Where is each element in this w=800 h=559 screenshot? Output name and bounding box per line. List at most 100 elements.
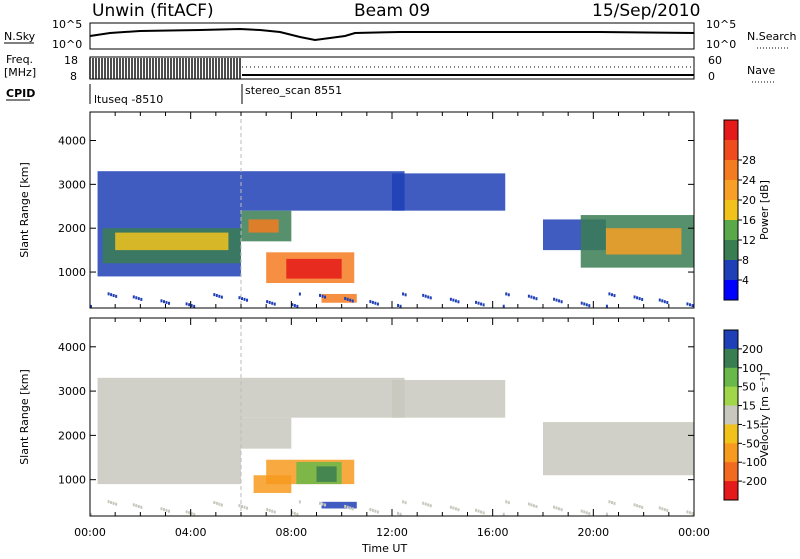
nsky-label: N.Sky (4, 30, 36, 43)
time-tick-label: 16:00 (477, 526, 509, 539)
power-speckle (298, 292, 301, 296)
power-speckle (349, 298, 352, 302)
power-speckle (686, 302, 689, 306)
velocity-speckle (271, 509, 274, 513)
cpid-label: CPID (6, 87, 35, 100)
power-speckle (553, 297, 556, 301)
power-speckle (168, 301, 171, 305)
power-colorbar-tick-label: 28 (742, 154, 756, 167)
nsky-tick-top: 10^5 (52, 18, 82, 31)
velocity-speckle (605, 512, 608, 516)
velocity-speckle (140, 505, 143, 509)
power-speckle (344, 296, 347, 300)
velocity-speckle (110, 501, 113, 505)
velocity-colorbar-tick-label: -50 (742, 437, 760, 450)
velocity-speckle (137, 504, 140, 508)
velocity-echo-region (97, 377, 241, 485)
velocity-speckle (291, 511, 294, 515)
velocity-speckle (162, 508, 165, 512)
velocity-speckle (397, 511, 400, 515)
power-speckle (605, 304, 608, 308)
velocity-speckle (686, 510, 689, 514)
nsearch-label: N.Search (747, 30, 797, 43)
power-speckle (636, 296, 639, 300)
power-ytick-label: 3000 (58, 178, 86, 191)
power-colorbar-segment (724, 200, 738, 221)
nsearch-tick-top: 10^5 (706, 18, 736, 31)
power-speckle (397, 303, 400, 307)
freq-tick-top: 18 (64, 54, 78, 67)
velocity-speckle (266, 508, 269, 512)
power-speckle (112, 294, 115, 298)
velocity-speckle (633, 503, 636, 507)
velocity-speckle (369, 507, 372, 511)
power-speckle (502, 304, 505, 308)
power-speckle (641, 297, 644, 301)
power-colorbar-segment (724, 240, 738, 261)
velocity-speckle (273, 510, 276, 514)
power-speckle (530, 295, 533, 299)
power-speckle (238, 296, 241, 300)
cpid-mode-2: stereo_scan 8551 (245, 84, 342, 97)
velocity-speckle (351, 507, 354, 511)
velocity-speckle (399, 512, 402, 516)
power-speckle (135, 296, 138, 300)
velocity-colorbar-frame (723, 329, 739, 501)
velocity-speckle (238, 504, 241, 508)
power-speckle (115, 294, 118, 298)
velocity-speckle (658, 506, 661, 510)
velocity-colorbar-segment (724, 405, 738, 425)
time-tick-label: 00:00 (74, 526, 106, 539)
velocity-speckle (641, 505, 644, 509)
power-echo-region (321, 293, 357, 303)
velocity-speckle (293, 511, 296, 515)
velocity-speckle (422, 501, 425, 505)
power-speckle (241, 297, 243, 301)
power-speckle (213, 293, 216, 297)
velocity-speckle (424, 502, 427, 506)
power-speckle (532, 296, 535, 300)
power-speckle (243, 297, 246, 301)
power-speckle (535, 297, 538, 301)
nave-tick-bottom: 0 (708, 70, 715, 83)
velocity-speckle (376, 510, 379, 514)
freq-unit-label: [MHz] (4, 66, 36, 79)
power-ytick-label: 2000 (58, 222, 86, 235)
velocity-speckle (583, 510, 586, 514)
velocity-speckle (610, 501, 613, 505)
power-speckle (638, 297, 641, 301)
power-speckle (663, 300, 666, 304)
power-speckle (610, 293, 613, 297)
power-speckle (293, 304, 296, 308)
velocity-speckle (168, 509, 171, 513)
power-speckle (585, 303, 588, 307)
power-speckle (454, 299, 457, 303)
velocity-colorbar-tick-label: -100 (742, 456, 767, 469)
power-speckle (321, 294, 324, 298)
velocity-speckle (691, 512, 694, 516)
velocity-speckle (321, 502, 324, 506)
velocity-colorbar-segment (724, 330, 738, 350)
power-speckle (588, 304, 591, 308)
velocity-speckle (296, 512, 299, 516)
time-tick-label: 00:00 (678, 526, 710, 539)
velocity-speckle (555, 506, 558, 510)
velocity-speckle (530, 503, 533, 507)
power-colorbar-frame (723, 119, 739, 301)
power-speckle (107, 292, 110, 296)
power-speckle (266, 300, 269, 304)
power-colorbar-segment (724, 280, 738, 301)
velocity-speckle (613, 501, 616, 505)
velocity-speckle (246, 506, 249, 510)
velocity-colorbar-label: Velocity [m s⁻¹] (758, 372, 771, 457)
power-speckle (688, 303, 691, 307)
power-colorbar-tick-label: 8 (742, 254, 749, 267)
power-echo-region (605, 228, 682, 255)
power-colorbar-tick-label: 4 (742, 274, 749, 287)
velocity-ytick-label: 4000 (58, 341, 86, 354)
velocity-echo-region (241, 417, 292, 449)
power-speckle (608, 292, 611, 296)
power-speckle (369, 300, 372, 304)
power-panel: 1000 2000 3000 4000 Slant Range [km] 4 8 12 16 20… (18, 111, 771, 309)
velocity-speckle (429, 504, 432, 508)
